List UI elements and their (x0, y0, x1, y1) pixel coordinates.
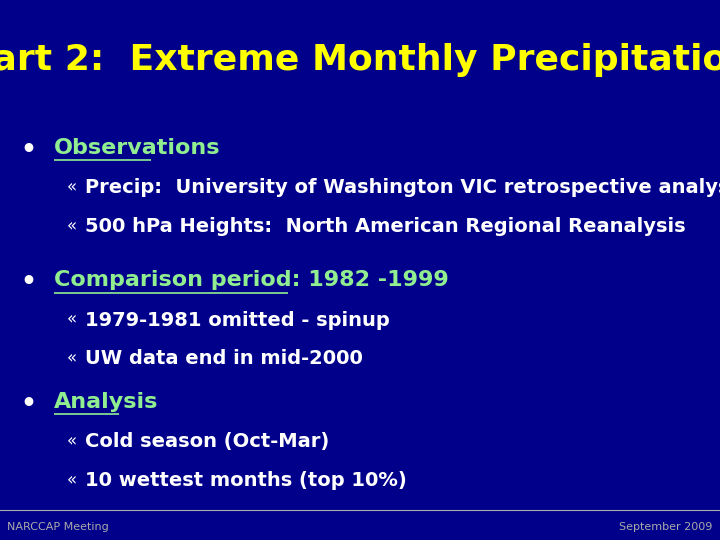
Text: •: • (21, 270, 37, 294)
Text: 1979-1981 omitted - spinup: 1979-1981 omitted - spinup (85, 310, 390, 329)
Text: «: « (67, 432, 77, 450)
Text: Cold season (Oct-Mar): Cold season (Oct-Mar) (85, 432, 329, 451)
Text: 10 wettest months (top 10%): 10 wettest months (top 10%) (85, 471, 407, 490)
Text: Observations: Observations (54, 138, 220, 158)
Text: 500 hPa Heights:  North American Regional Reanalysis: 500 hPa Heights: North American Regional… (85, 217, 685, 236)
Text: September 2009: September 2009 (619, 522, 713, 531)
Text: «: « (67, 217, 77, 235)
Text: Precip:  University of Washington VIC retrospective analysis: Precip: University of Washington VIC ret… (85, 178, 720, 197)
Text: «: « (67, 471, 77, 489)
Text: «: « (67, 310, 77, 328)
Text: Comparison period: 1982 -1999: Comparison period: 1982 -1999 (54, 270, 449, 290)
Text: «: « (67, 178, 77, 196)
Text: NARCCAP Meeting: NARCCAP Meeting (7, 522, 109, 531)
Text: Part 2:  Extreme Monthly Precipitation: Part 2: Extreme Monthly Precipitation (0, 43, 720, 77)
Text: UW data end in mid-2000: UW data end in mid-2000 (85, 349, 363, 368)
Text: •: • (21, 138, 37, 161)
Text: «: « (67, 349, 77, 367)
Text: Analysis: Analysis (54, 392, 158, 411)
Text: •: • (21, 392, 37, 415)
